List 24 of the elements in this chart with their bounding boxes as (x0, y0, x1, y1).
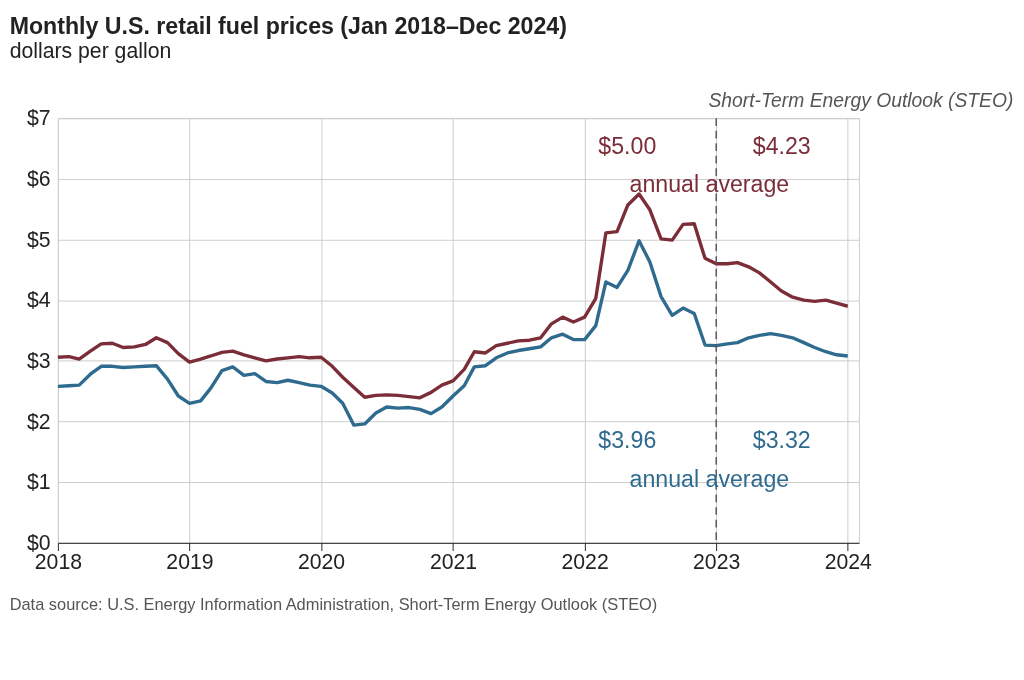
annotation: $5.00 (598, 132, 657, 159)
x-tick-label: 2024 (824, 550, 873, 574)
y-tick-label: $2 (27, 409, 51, 433)
y-tick-label: $4 (27, 288, 51, 312)
chart-title: Monthly U.S. retail fuel prices (Jan 2018–Dec 2024) (9, 13, 567, 40)
annotation: annual average (629, 465, 790, 492)
source-note: Data source: U.S. Energy Information Administration, Short-Term Energy Outlook (STEO) (9, 595, 658, 614)
y-tick-label: $3 (27, 349, 51, 373)
annotation: $3.96 (598, 427, 657, 454)
chart-subtitle: dollars per gallon (9, 39, 172, 64)
y-tick-label: $5 (27, 227, 51, 251)
y-tick-label: $1 (27, 470, 51, 494)
x-tick-label: 2019 (166, 550, 214, 574)
line-series (56, 239, 850, 427)
annotation: $4.23 (752, 132, 811, 159)
y-tick-label: $6 (27, 167, 51, 191)
annotation: annual average (629, 171, 790, 198)
x-tick-label: 2022 (561, 550, 609, 574)
x-tick-label: 2021 (429, 550, 478, 574)
y-tick-label: $7 (27, 106, 51, 130)
ref-line-label: Short-Term Energy Outlook (STEO) (708, 89, 1014, 111)
x-tick-label: 2020 (297, 550, 346, 574)
annotation: $3.32 (752, 427, 811, 454)
x-tick-label: 2023 (693, 550, 741, 574)
